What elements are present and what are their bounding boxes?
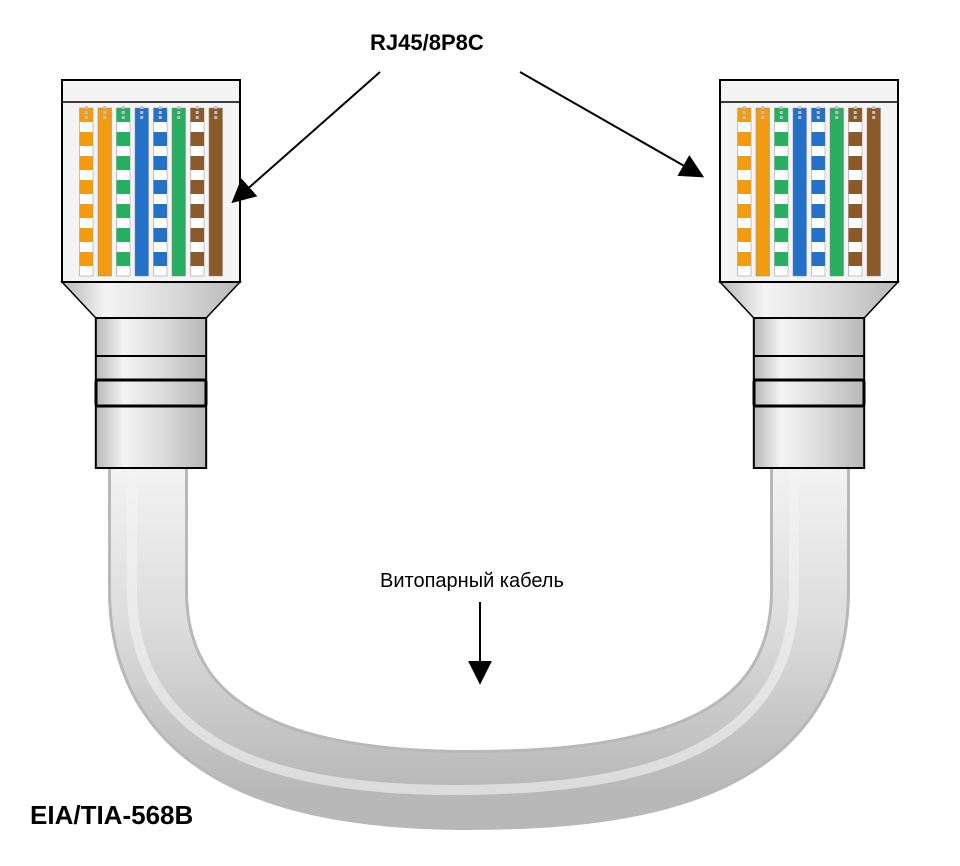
wire-green [830, 108, 844, 276]
connector-transition [62, 282, 240, 318]
rj45-connector-right [720, 80, 898, 468]
wire-orange [98, 108, 112, 276]
wire-green [172, 108, 186, 276]
connector-boot [96, 318, 206, 468]
wire-brown [209, 108, 223, 276]
wire-brown [867, 108, 881, 276]
connector-boot [754, 318, 864, 468]
wire-orange [756, 108, 770, 276]
connector-transition [720, 282, 898, 318]
diagram-svg [0, 0, 960, 866]
arrow-to-left-connector [235, 72, 380, 200]
rj45-connector-left [62, 80, 240, 468]
wire-blue [793, 108, 807, 276]
label-cable: Витопарный кабель [380, 570, 564, 593]
arrow-to-right-connector [520, 72, 700, 175]
label-connector-type: RJ45/8P8C [370, 30, 484, 56]
label-standard: EIA/TIA-568B [30, 800, 193, 831]
diagram-canvas: RJ45/8P8C Витопарный кабель EIA/TIA-568B [0, 0, 960, 866]
wire-blue [135, 108, 149, 276]
